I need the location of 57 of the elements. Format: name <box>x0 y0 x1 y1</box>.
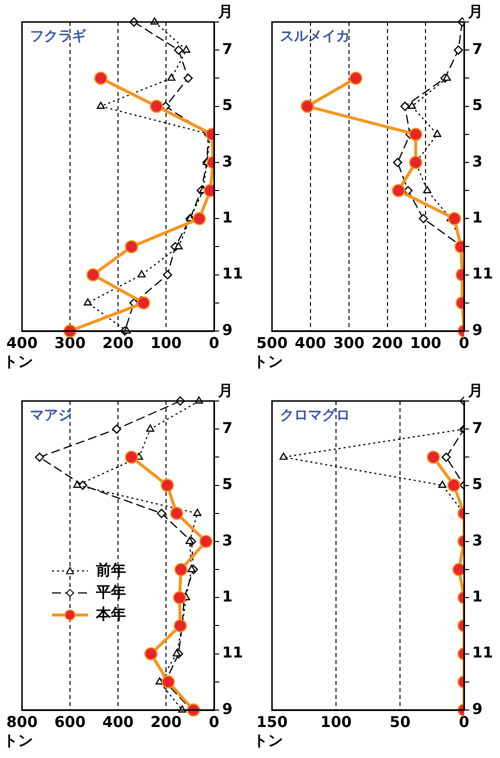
y-tick-label: 9 <box>222 320 233 339</box>
x-tick-label: 0 <box>458 334 470 352</box>
y-tick-label: 9 <box>472 700 483 718</box>
y-tick-label: 7 <box>472 40 483 58</box>
y-tick-label: 5 <box>222 96 233 114</box>
text: スルメイカ <box>280 28 350 45</box>
x-tick-label: 300 <box>333 334 365 352</box>
x-tick-label: 100 <box>150 334 182 352</box>
y-tick-label: 5 <box>222 475 233 494</box>
x-tick-label: 800 <box>6 712 38 731</box>
legend-label: 本年 <box>95 604 126 623</box>
y-tick-label: 1 <box>222 588 233 606</box>
y-tick-label: 1 <box>472 208 483 227</box>
x-axis-title: トン <box>253 731 283 750</box>
x-tick-label: 100 <box>320 712 352 731</box>
text: マアジ <box>30 408 72 424</box>
y-tick-label: 9 <box>222 700 233 718</box>
y-tick-label: 11 <box>472 264 493 283</box>
y-tick-label: 9 <box>472 320 483 339</box>
x-tick-label: 300 <box>54 334 86 352</box>
x-tick-label: 50 <box>390 712 411 731</box>
x-tick-label: 200 <box>102 334 134 352</box>
y-tick-label: 11 <box>222 644 243 662</box>
text: フクラギ <box>30 28 87 45</box>
y-axis-title: 月 <box>217 381 234 400</box>
x-tick-label: 100 <box>410 334 442 352</box>
x-tick-label: 500 <box>256 334 288 352</box>
x-tick-label: 0 <box>208 712 220 731</box>
x-tick-label: 150 <box>256 712 288 731</box>
x-axis-title: トン <box>3 731 33 750</box>
x-tick-label: 200 <box>150 712 182 731</box>
x-tick-label: 0 <box>458 712 470 731</box>
text: クロマグロ <box>280 408 350 424</box>
y-tick-label: 11 <box>472 644 493 662</box>
y-axis-title: 月 <box>467 2 484 20</box>
y-tick-label: 3 <box>222 152 233 170</box>
x-tick-label: 400 <box>294 334 326 352</box>
y-tick-label: 7 <box>472 418 483 437</box>
y-tick-label: 3 <box>472 531 483 550</box>
y-tick-label: 3 <box>222 531 233 550</box>
y-tick-label: 7 <box>222 40 233 58</box>
y-axis-title: 月 <box>217 2 234 20</box>
x-tick-label: 0 <box>208 334 220 352</box>
y-tick-label: 1 <box>472 588 483 606</box>
x-axis-title: トン <box>3 352 33 370</box>
y-axis-title: 月 <box>467 381 484 400</box>
y-tick-label: 3 <box>472 152 483 170</box>
y-tick-label: 7 <box>222 418 233 437</box>
y-tick-label: 5 <box>472 96 483 114</box>
y-tick-label: 1 <box>222 208 233 227</box>
x-axis-title: トン <box>253 352 283 370</box>
x-tick-label: 400 <box>102 712 134 731</box>
y-tick-label: 11 <box>222 264 243 283</box>
x-tick-label: 200 <box>372 334 403 352</box>
x-tick-label: 400 <box>6 334 38 352</box>
y-tick-label: 5 <box>472 475 483 494</box>
x-tick-label: 600 <box>54 712 86 731</box>
